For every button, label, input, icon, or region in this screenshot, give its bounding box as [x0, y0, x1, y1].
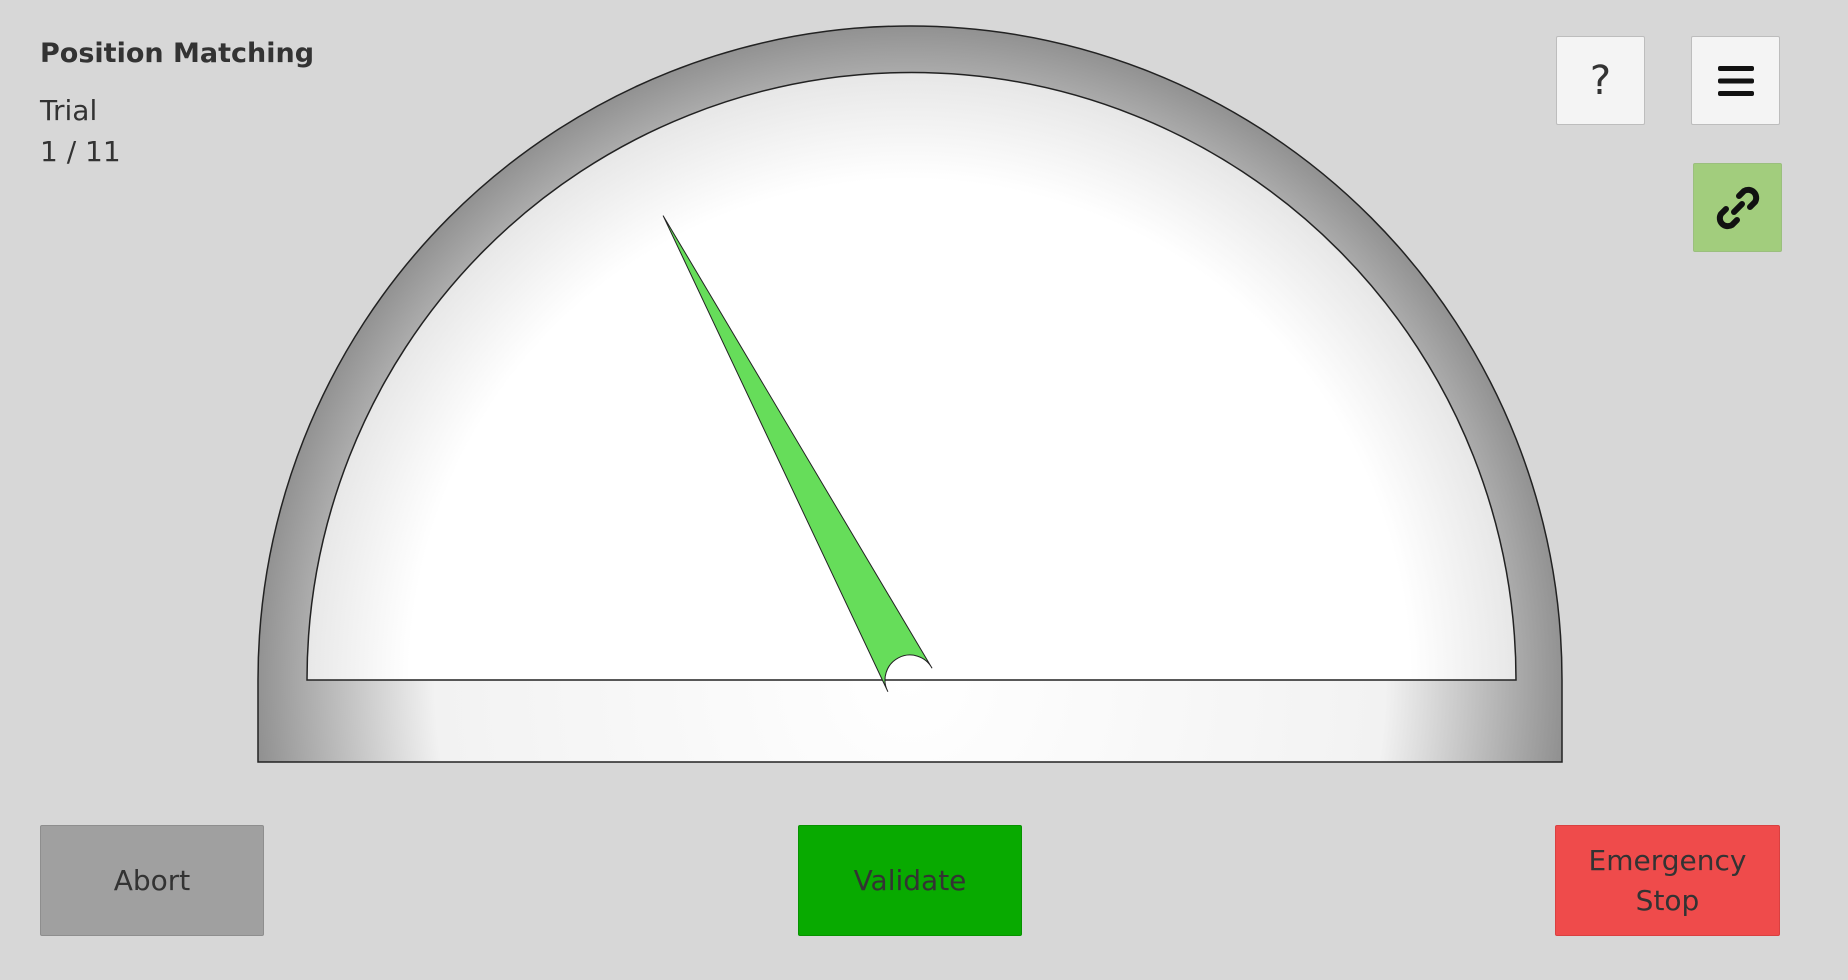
abort-label: Abort — [113, 863, 191, 897]
emergency-stop-button[interactable]: Emergency Stop — [1555, 825, 1780, 936]
page-title: Position Matching — [40, 38, 315, 69]
link-button[interactable] — [1693, 163, 1782, 252]
emergency-stop-label: Emergency Stop — [1588, 843, 1747, 917]
help-label: ? — [1589, 57, 1612, 104]
abort-button[interactable]: Abort — [40, 825, 264, 936]
menu-button[interactable] — [1691, 36, 1780, 125]
chain-link-icon — [1716, 186, 1759, 229]
hamburger-menu-icon — [1717, 65, 1754, 96]
validate-label: Validate — [853, 863, 967, 897]
validate-button[interactable]: Validate — [798, 825, 1022, 936]
help-button[interactable]: ? — [1556, 36, 1645, 125]
trial-counter: 1 / 11 — [40, 135, 121, 168]
trial-label: Trial — [40, 94, 98, 127]
gauge-needle[interactable] — [662, 215, 933, 692]
gauge-dial-face — [306, 71, 1517, 681]
